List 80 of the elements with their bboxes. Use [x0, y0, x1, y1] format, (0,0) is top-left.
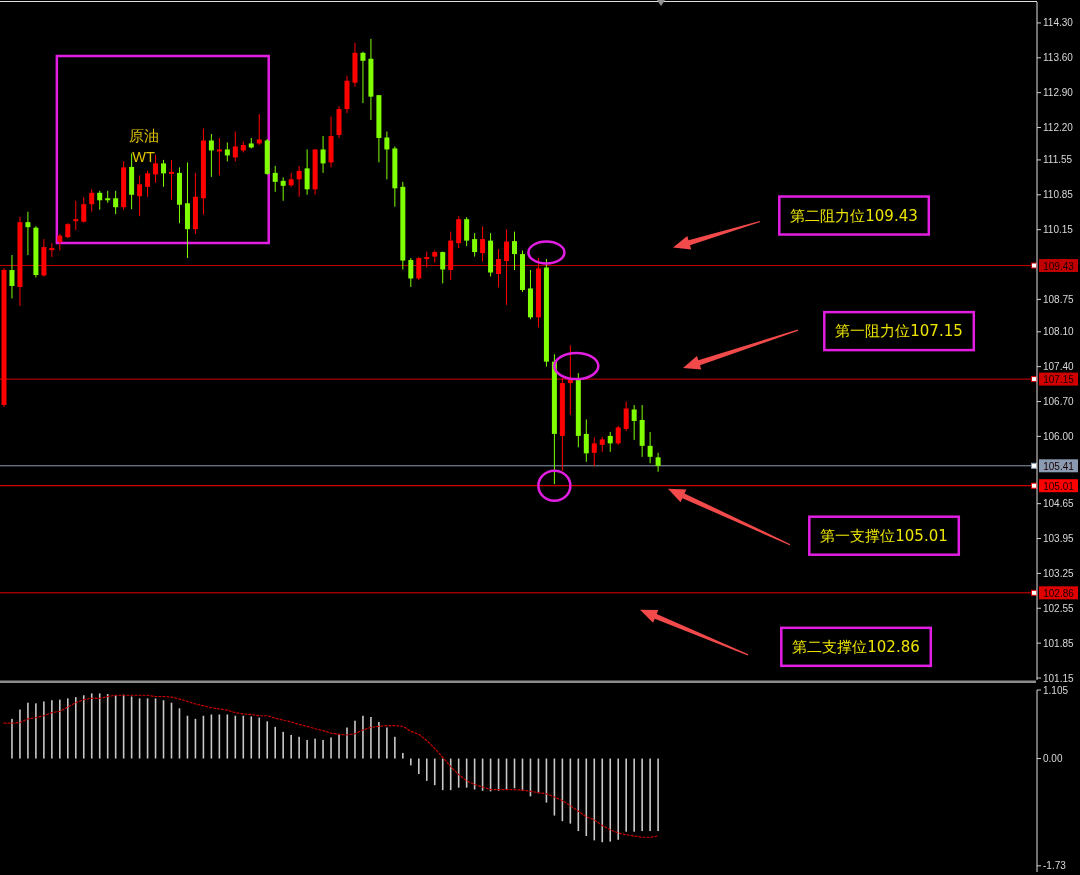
y-tick-label: 108.75 — [1043, 293, 1075, 305]
candlestick — [567, 344, 573, 416]
price-tag: 105.41 — [1039, 459, 1078, 473]
candlestick — [145, 170, 151, 198]
candlestick — [464, 216, 470, 247]
candlestick — [153, 154, 159, 184]
candlestick — [89, 188, 95, 213]
candlestick — [216, 137, 222, 176]
y-tick-label: 103.25 — [1043, 567, 1075, 579]
ref-line-label: 102.86 — [1043, 587, 1075, 599]
candlestick — [583, 418, 589, 463]
y-tick-label: 110.85 — [1043, 189, 1074, 201]
candlestick — [456, 215, 462, 249]
ref-line-label: 107.15 — [1043, 374, 1075, 386]
annotation: 第二阻力位109.43 — [790, 206, 918, 225]
price-tag: 105.01 — [1039, 479, 1078, 493]
candlestick — [631, 404, 637, 441]
candlestick — [272, 165, 278, 193]
candlestick — [232, 131, 238, 162]
y-tick-label: 101.85 — [1043, 637, 1075, 649]
candlestick — [9, 254, 15, 299]
candlestick — [81, 196, 87, 224]
candlestick — [512, 231, 518, 271]
annotation: 第一支撑位105.01 — [820, 526, 948, 545]
price-tag: 102.86 — [1039, 586, 1078, 600]
candlestick — [623, 401, 629, 432]
candlestick — [416, 256, 422, 281]
y-tick-label: 106.00 — [1043, 430, 1075, 442]
y-tick-label: 110.15 — [1043, 224, 1074, 236]
candlestick — [472, 232, 478, 258]
y-tick-label: 0.00 — [1043, 753, 1063, 765]
annotation: 第一阻力位107.15 — [835, 322, 963, 341]
candlestick — [607, 431, 613, 453]
ref-line-label: 105.41 — [1043, 460, 1075, 472]
y-tick-label: 108.10 — [1043, 326, 1075, 338]
line-series — [3, 694, 659, 838]
ref-line-label: 109.43 — [1043, 260, 1075, 272]
y-tick-label: 112.20 — [1043, 122, 1074, 134]
ref-line-label: 105.01 — [1043, 480, 1075, 492]
candlestick — [615, 425, 621, 446]
y-tick-label: 101.15 — [1043, 672, 1075, 684]
candlestick — [137, 174, 143, 217]
candlestick — [49, 242, 55, 258]
y-tick-label: 103.95 — [1043, 533, 1075, 545]
candlestick — [408, 257, 414, 288]
y-tick-label: 102.55 — [1043, 602, 1075, 614]
y-tick-label: -1.73 — [1043, 860, 1067, 872]
y-tick-label: 113.60 — [1043, 52, 1074, 64]
candlestick — [496, 248, 502, 288]
text: 原油 WT — [128, 128, 159, 165]
y-tick-label: 107.40 — [1043, 361, 1075, 373]
y-tick-label: 106.70 — [1043, 396, 1075, 408]
candlestick — [504, 228, 510, 306]
candlestick — [360, 51, 366, 104]
candlestick — [320, 135, 326, 174]
candlestick — [161, 159, 167, 188]
candlestick — [440, 251, 446, 284]
candlestick — [256, 113, 262, 146]
candlestick — [480, 226, 486, 263]
candlestick — [655, 452, 661, 473]
annotation: 第二支撑位102.86 — [792, 637, 920, 656]
price-tag: 109.43 — [1039, 259, 1078, 273]
candlestick — [208, 133, 214, 178]
candlestick — [591, 436, 597, 467]
candlestick — [280, 176, 286, 202]
candlestick — [73, 200, 79, 231]
y-tick-label: 1.105 — [1043, 684, 1069, 696]
y-tick-label: 104.65 — [1043, 498, 1075, 510]
candlestick — [304, 148, 310, 196]
candlestick — [384, 131, 390, 180]
y-tick-label: 114.30 — [1043, 17, 1074, 29]
candlestick — [224, 141, 230, 162]
candlestick — [296, 165, 302, 198]
candlestick — [169, 159, 174, 201]
y-tick-label: 112.90 — [1043, 87, 1074, 99]
candlestick — [647, 431, 653, 464]
y-tick-label: 111.55 — [1043, 154, 1073, 166]
candlestick — [113, 190, 119, 215]
candlestick — [97, 190, 103, 211]
candlestick — [25, 211, 31, 256]
